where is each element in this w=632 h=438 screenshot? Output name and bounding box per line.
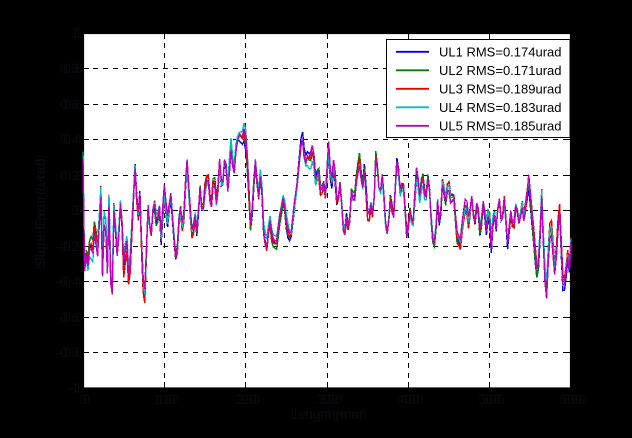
svg-text:1: 1 — [75, 26, 83, 41]
svg-text:-0.4: -0.4 — [59, 274, 83, 289]
svg-text:400: 400 — [397, 392, 420, 407]
svg-text:UL2 RMS=0.171urad: UL2 RMS=0.171urad — [439, 63, 562, 78]
svg-text:500: 500 — [478, 392, 501, 407]
svg-text:0: 0 — [82, 392, 90, 407]
svg-text:UL1 RMS=0.174urad: UL1 RMS=0.174urad — [439, 45, 562, 60]
svg-text:300: 300 — [316, 392, 339, 407]
svg-text:0.8: 0.8 — [60, 61, 79, 76]
svg-text:200: 200 — [237, 392, 260, 407]
svg-text:Slope Error (urad): Slope Error (urad) — [32, 158, 48, 270]
svg-text:-1: -1 — [70, 381, 82, 396]
svg-text:Length(mm): Length(mm) — [294, 407, 367, 422]
svg-text:1: 1 — [71, 26, 79, 41]
svg-text:0: 0 — [79, 392, 87, 407]
svg-text:UL3 RMS=0.189urad: UL3 RMS=0.189urad — [439, 82, 562, 97]
svg-text:Slope Error (urad): Slope Error (urad) — [32, 154, 48, 266]
svg-text:600: 600 — [560, 392, 583, 407]
svg-text:-0.6: -0.6 — [56, 310, 79, 325]
svg-text:0.2: 0.2 — [63, 168, 82, 183]
svg-text:-0.6: -0.6 — [59, 310, 82, 325]
svg-text:100: 100 — [153, 392, 176, 407]
svg-text:0.6: 0.6 — [60, 97, 79, 112]
svg-text:Length(mm): Length(mm) — [291, 407, 364, 422]
svg-text:0.8: 0.8 — [63, 61, 82, 76]
svg-text:400: 400 — [400, 392, 423, 407]
svg-text:0.4: 0.4 — [60, 132, 79, 147]
svg-text:300: 300 — [319, 392, 342, 407]
svg-text:-0.2: -0.2 — [59, 239, 82, 254]
svg-text:-0.8: -0.8 — [56, 345, 79, 360]
svg-text:UL5 RMS=0.185urad: UL5 RMS=0.185urad — [439, 119, 562, 134]
svg-text:200: 200 — [234, 392, 257, 407]
svg-text:0.2: 0.2 — [60, 168, 79, 183]
svg-text:-0.4: -0.4 — [56, 274, 80, 289]
svg-text:100: 100 — [156, 392, 179, 407]
svg-text:0.4: 0.4 — [63, 132, 82, 147]
svg-text:UL4 RMS=0.183urad: UL4 RMS=0.183urad — [439, 100, 562, 115]
svg-text:-0.8: -0.8 — [59, 345, 82, 360]
svg-text:0: 0 — [71, 203, 79, 218]
svg-text:600: 600 — [563, 392, 586, 407]
svg-text:-1: -1 — [67, 381, 79, 396]
svg-text:0.6: 0.6 — [63, 97, 82, 112]
svg-text:0: 0 — [75, 203, 83, 218]
svg-text:-0.2: -0.2 — [56, 239, 79, 254]
svg-text:500: 500 — [481, 392, 504, 407]
